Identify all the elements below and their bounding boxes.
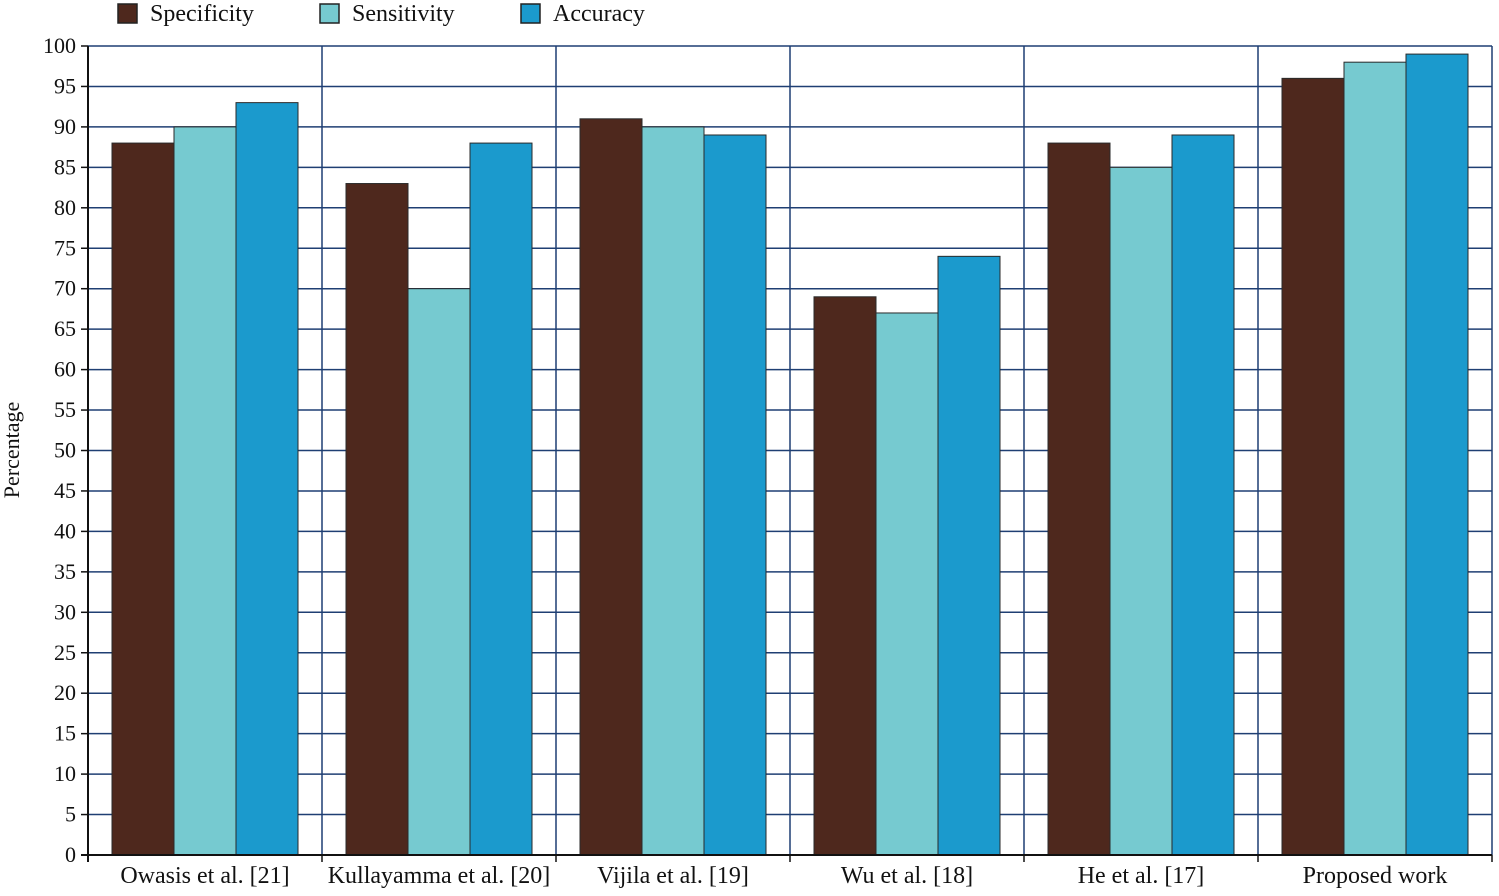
x-tick-label-3: Vijila et al. [19] [597, 863, 749, 889]
bar-sensitivity-2 [407, 288, 471, 856]
legend-label-sensitivity: Sensitivity [352, 1, 455, 27]
bar-accuracy-4 [937, 255, 1001, 856]
y-tick-label-60: 60 [54, 357, 76, 382]
x-tick-label-2: Kullayamma et al. [20] [328, 863, 551, 889]
y-tick-label-30: 30 [54, 599, 76, 624]
x-tick-label-1: Owasis et al. [21] [120, 863, 289, 889]
legend: Specificity Sensitivity Accuracy [117, 1, 645, 27]
y-tick-label-85: 85 [54, 154, 76, 179]
y-tick-label-20: 20 [54, 680, 76, 705]
bar-specificity-2 [345, 183, 409, 856]
labels-layer: 0 5 10 15 20 25 30 35 40 45 50 55 60 65 70 75 80 85 90 95 10… [43, 33, 1447, 889]
y-tick-label-80: 80 [54, 195, 76, 220]
y-tick-label-40: 40 [54, 518, 76, 543]
bar-specificity-1 [111, 142, 175, 856]
bar-accuracy-1 [235, 102, 299, 856]
y-tick-label-70: 70 [54, 276, 76, 301]
bar-accuracy-5 [1171, 134, 1235, 856]
y-tick-label-5: 5 [65, 802, 76, 827]
bar-sensitivity-6 [1343, 61, 1407, 856]
bar-accuracy-2 [469, 142, 533, 856]
bar-specificity-6 [1281, 77, 1345, 856]
bar-accuracy-3 [703, 134, 767, 856]
bar-accuracy-6 [1405, 53, 1469, 856]
legend-label-accuracy: Accuracy [553, 1, 645, 27]
legend-swatch-specificity [117, 3, 138, 24]
y-tick-label-95: 95 [54, 73, 76, 98]
legend-label-specificity: Specificity [150, 1, 254, 27]
y-tick-label-0: 0 [65, 842, 76, 867]
bar-specificity-4 [813, 296, 877, 856]
y-axis-title: Percentage [0, 402, 24, 499]
y-tick-label-10: 10 [54, 761, 76, 786]
y-tick-label-25: 25 [54, 640, 76, 665]
grid-layer [88, 45, 1493, 855]
y-tick-label-35: 35 [54, 559, 76, 584]
y-tick-label-55: 55 [54, 397, 76, 422]
x-tick-label-4: Wu et al. [18] [841, 863, 973, 889]
y-tick-label-100: 100 [43, 33, 76, 58]
x-tick-label-5: He et al. [17] [1078, 863, 1205, 889]
y-tick-label-65: 65 [54, 316, 76, 341]
y-tick-label-75: 75 [54, 235, 76, 260]
bars-layer [111, 53, 1469, 856]
bar-sensitivity-3 [641, 126, 705, 856]
x-tick-label-6: Proposed work [1303, 863, 1448, 889]
bar-sensitivity-1 [173, 126, 237, 856]
legend-swatch-accuracy [520, 3, 541, 24]
bar-specificity-3 [579, 118, 643, 856]
y-tick-label-50: 50 [54, 438, 76, 463]
bar-specificity-5 [1047, 142, 1111, 856]
bar-sensitivity-5 [1109, 166, 1173, 856]
y-tick-label-15: 15 [54, 721, 76, 746]
axes-layer [81, 45, 1493, 862]
y-tick-label-45: 45 [54, 478, 76, 503]
legend-swatch-sensitivity [319, 3, 340, 24]
y-tick-label-90: 90 [54, 114, 76, 139]
bar-sensitivity-4 [875, 312, 939, 856]
